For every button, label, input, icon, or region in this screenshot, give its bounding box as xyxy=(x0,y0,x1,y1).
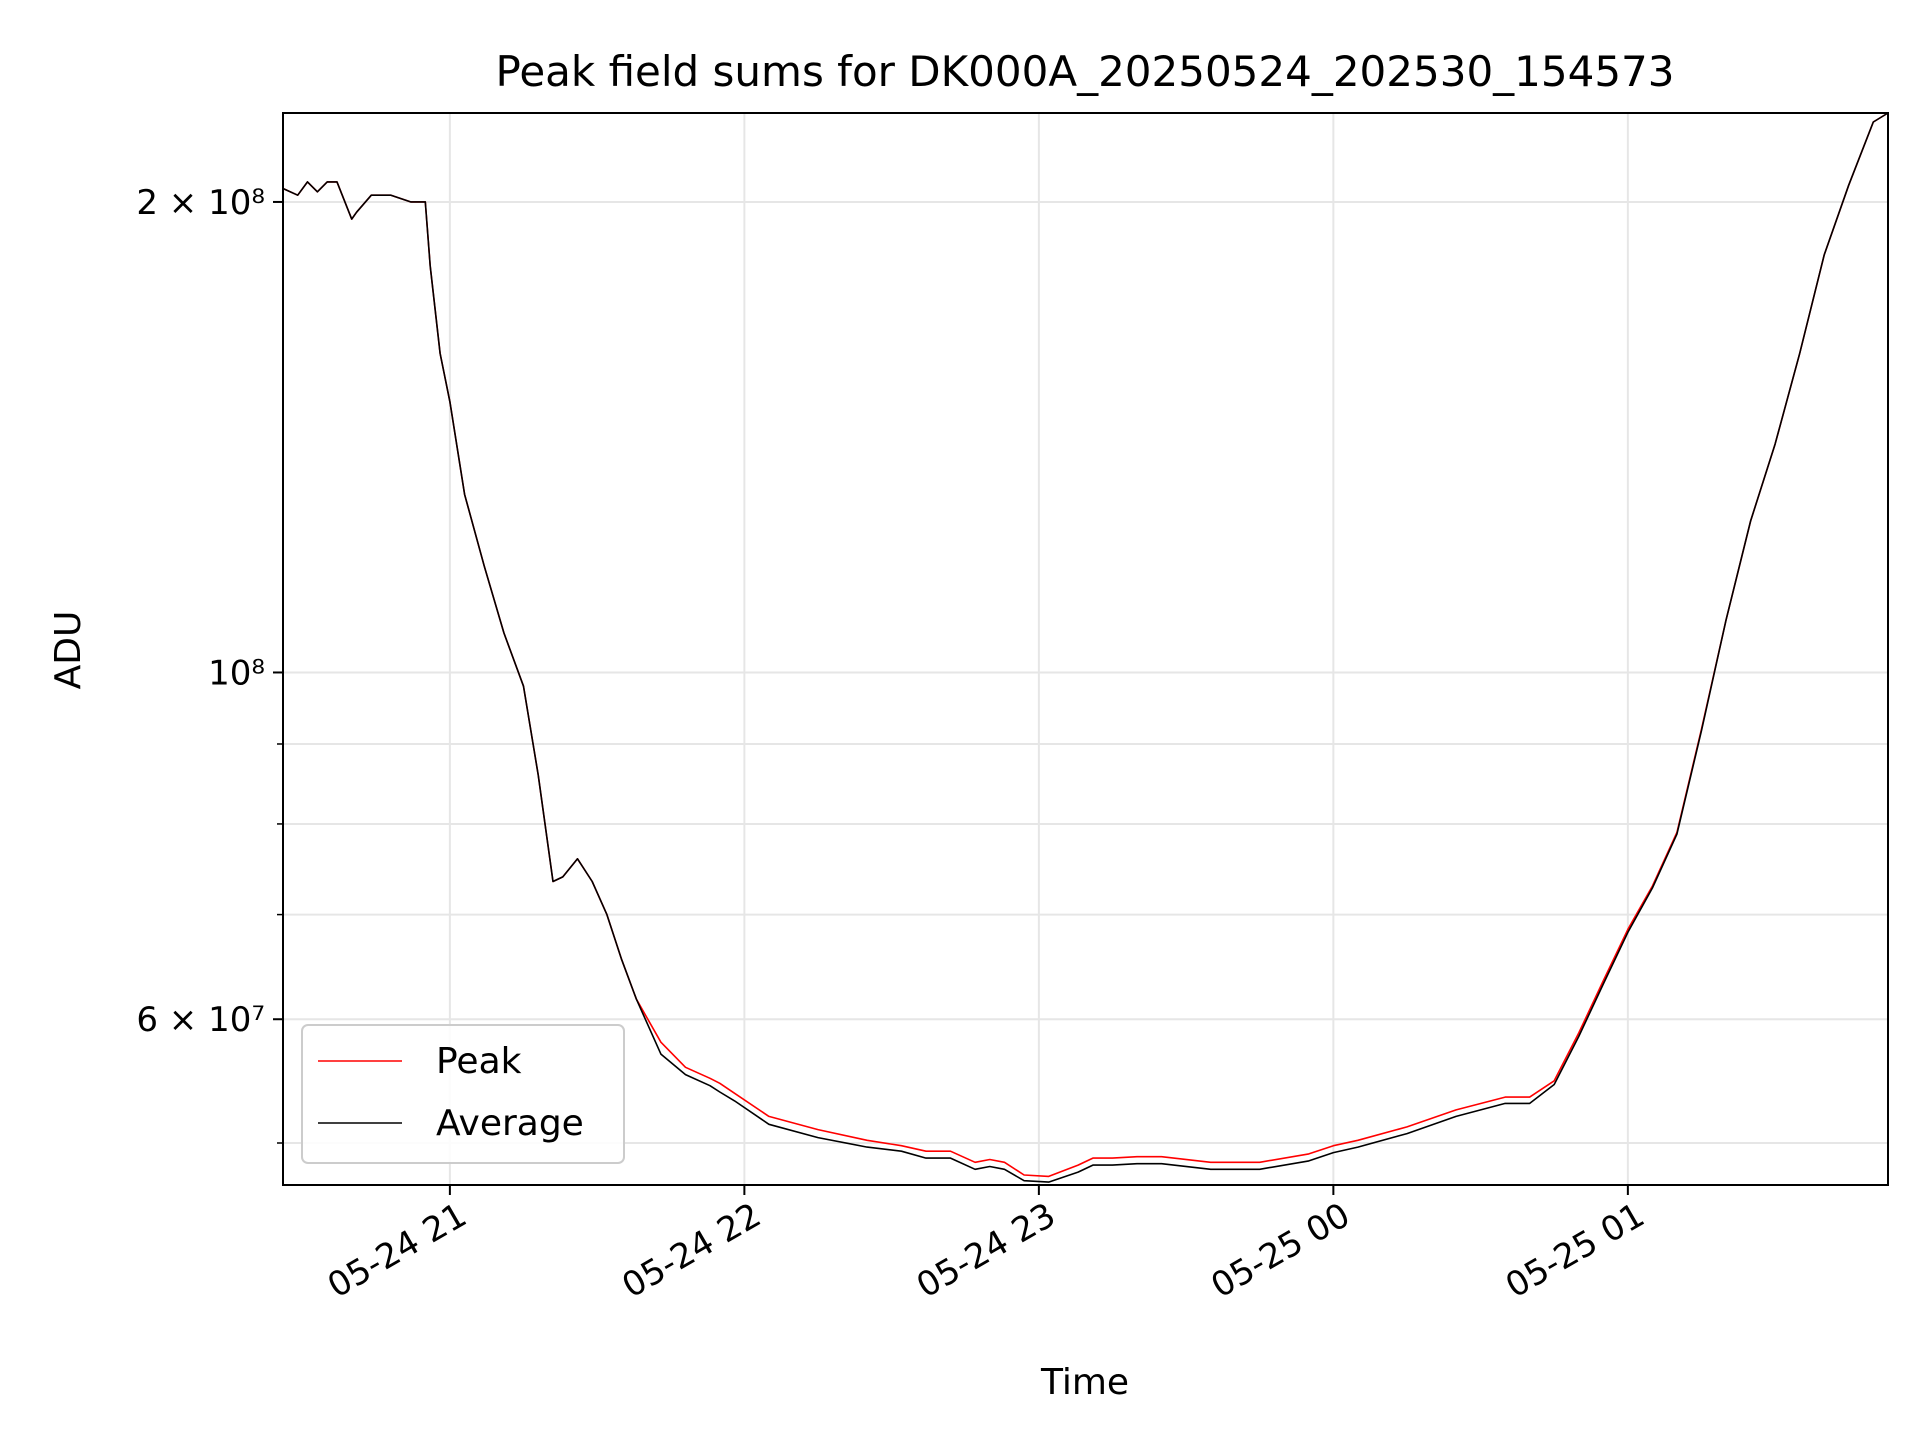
legend-label-peak: Peak xyxy=(436,1041,522,1082)
plot-frame xyxy=(282,112,1889,1186)
plot-lines xyxy=(282,112,1889,1183)
series-line-average xyxy=(282,112,1889,1183)
legend: Peak Average xyxy=(301,1024,625,1164)
x-axis-label: Time xyxy=(1040,1362,1129,1403)
y-tick-label: 10⁸ xyxy=(208,653,265,693)
legend-box xyxy=(301,1024,625,1164)
y-tick-label: 6 × 10⁷ xyxy=(136,1000,265,1040)
y-axis-label: ADU xyxy=(48,611,89,690)
y-tick-label: 2 × 10⁸ xyxy=(136,183,265,223)
y-axis-ticks: 2 × 10⁸ 10⁸ 6 × 10⁷ xyxy=(136,183,283,1144)
chart-title: Peak field sums for DK000A_20250524_2025… xyxy=(495,47,1674,96)
legend-label-average: Average xyxy=(436,1103,584,1144)
